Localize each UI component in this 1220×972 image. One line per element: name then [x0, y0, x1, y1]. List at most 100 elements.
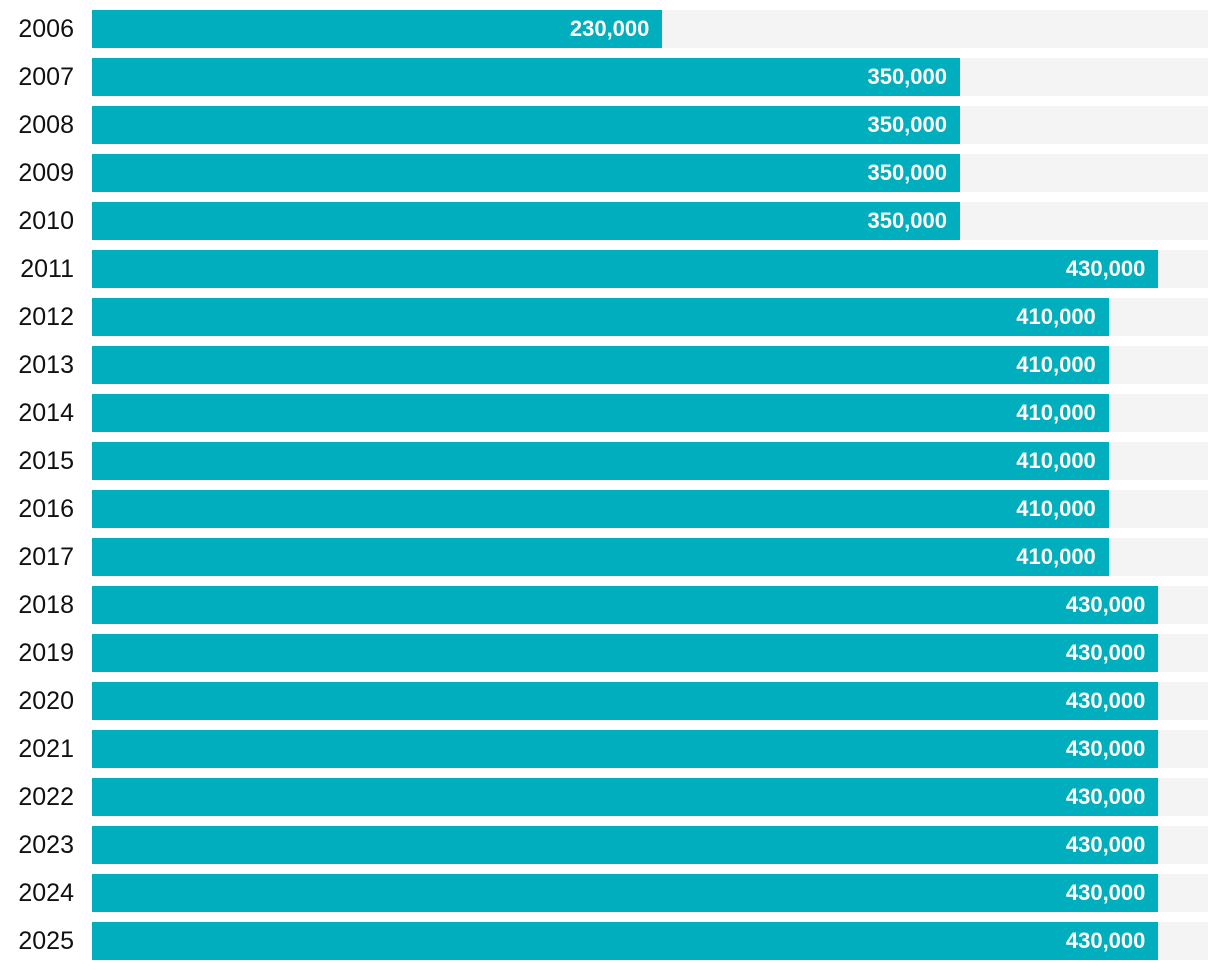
category-label: 2025 [18, 927, 74, 955]
value-label: 410,000 [1016, 304, 1096, 329]
value-label: 410,000 [1016, 352, 1096, 377]
value-label: 350,000 [867, 64, 947, 89]
bar: 410,000 [92, 298, 1109, 336]
value-label: 410,000 [1016, 496, 1096, 521]
bar: 430,000 [92, 874, 1159, 912]
category-label: 2006 [18, 15, 74, 43]
chart-row: 2016 410,000 [0, 490, 1220, 528]
bar-track: 350,000 [92, 58, 1208, 96]
value-label: 430,000 [1065, 592, 1146, 617]
category-label: 2015 [18, 447, 74, 475]
category-label: 2007 [18, 63, 74, 91]
chart-row: 2024 430,000 [0, 874, 1220, 912]
chart-row: 2009 350,000 [0, 154, 1220, 192]
value-label: 410,000 [1016, 448, 1096, 473]
value-label: 430,000 [1065, 880, 1146, 905]
category-label: 2016 [18, 495, 74, 523]
value-label: 410,000 [1016, 400, 1096, 425]
bar-track: 410,000 [92, 298, 1208, 336]
bar-track: 430,000 [92, 874, 1208, 912]
bar-track: 430,000 [92, 730, 1208, 768]
bar-track: 410,000 [92, 538, 1208, 576]
chart-row: 2006 230,000 [0, 10, 1220, 48]
chart-row: 2021 430,000 [0, 730, 1220, 768]
value-label: 350,000 [867, 160, 947, 185]
category-label: 2023 [18, 831, 74, 859]
chart-row: 2007 350,000 [0, 58, 1220, 96]
category-label: 2012 [18, 303, 74, 331]
category-label: 2013 [18, 351, 74, 379]
value-label: 350,000 [867, 208, 947, 233]
bar: 410,000 [92, 394, 1109, 432]
chart-row: 2022 430,000 [0, 778, 1220, 816]
chart-row: 2019 430,000 [0, 634, 1220, 672]
category-label: 2018 [18, 591, 74, 619]
bar-track: 410,000 [92, 442, 1208, 480]
bar-track: 430,000 [92, 586, 1208, 624]
bar: 410,000 [92, 346, 1109, 384]
value-label: 350,000 [867, 112, 947, 137]
category-label: 2022 [18, 783, 74, 811]
bar: 350,000 [92, 202, 960, 240]
category-label: 2021 [18, 735, 74, 763]
chart-row: 2025 430,000 [0, 922, 1220, 960]
bar-track: 410,000 [92, 346, 1208, 384]
chart-row: 2010 350,000 [0, 202, 1220, 240]
chart-row: 2018 430,000 [0, 586, 1220, 624]
chart-row: 2013 410,000 [0, 346, 1220, 384]
bar: 430,000 [92, 682, 1159, 720]
bar-track: 430,000 [92, 634, 1208, 672]
chart-row: 2017 410,000 [0, 538, 1220, 576]
value-label: 430,000 [1065, 784, 1146, 809]
bar-track: 430,000 [92, 778, 1208, 816]
bar-track: 410,000 [92, 394, 1208, 432]
bar: 430,000 [92, 634, 1159, 672]
category-label: 2017 [18, 543, 74, 571]
bar: 430,000 [92, 586, 1159, 624]
value-label: 430,000 [1065, 256, 1146, 281]
chart-row: 2011 430,000 [0, 250, 1220, 288]
bar: 410,000 [92, 538, 1109, 576]
category-label: 2019 [18, 639, 74, 667]
value-label: 430,000 [1065, 640, 1146, 665]
bar-track: 410,000 [92, 490, 1208, 528]
chart-row: 2020 430,000 [0, 682, 1220, 720]
category-label: 2010 [18, 207, 74, 235]
bar-track: 350,000 [92, 202, 1208, 240]
chart-row: 2015 410,000 [0, 442, 1220, 480]
bar: 410,000 [92, 490, 1109, 528]
bar: 430,000 [92, 826, 1159, 864]
category-label: 2020 [18, 687, 74, 715]
bar: 350,000 [92, 58, 960, 96]
chart-row: 2008 350,000 [0, 106, 1220, 144]
value-label: 430,000 [1065, 928, 1146, 953]
category-label: 2009 [18, 159, 74, 187]
bar: 430,000 [92, 730, 1159, 768]
category-label: 2014 [18, 399, 74, 427]
chart-row: 2023 430,000 [0, 826, 1220, 864]
bar: 410,000 [92, 442, 1109, 480]
bar-track: 230,000 [92, 10, 1208, 48]
bar: 430,000 [92, 778, 1159, 816]
bar: 430,000 [92, 922, 1159, 960]
bar: 430,000 [92, 250, 1159, 288]
bar-track: 350,000 [92, 154, 1208, 192]
value-label: 430,000 [1065, 688, 1146, 713]
bar-track: 430,000 [92, 826, 1208, 864]
bar-track: 430,000 [92, 250, 1208, 288]
value-label: 230,000 [569, 16, 650, 41]
bar: 350,000 [92, 154, 960, 192]
category-label: 2011 [20, 255, 74, 283]
bar: 230,000 [92, 10, 663, 48]
value-label: 430,000 [1065, 736, 1146, 761]
value-label: 430,000 [1065, 832, 1146, 857]
category-label: 2024 [18, 879, 74, 907]
value-label: 410,000 [1016, 544, 1096, 569]
bar-track: 350,000 [92, 106, 1208, 144]
bar-track: 430,000 [92, 682, 1208, 720]
chart-row: 2012 410,000 [0, 298, 1220, 336]
category-label: 2008 [18, 111, 74, 139]
chart-row: 2014 410,000 [0, 394, 1220, 432]
bar: 350,000 [92, 106, 960, 144]
